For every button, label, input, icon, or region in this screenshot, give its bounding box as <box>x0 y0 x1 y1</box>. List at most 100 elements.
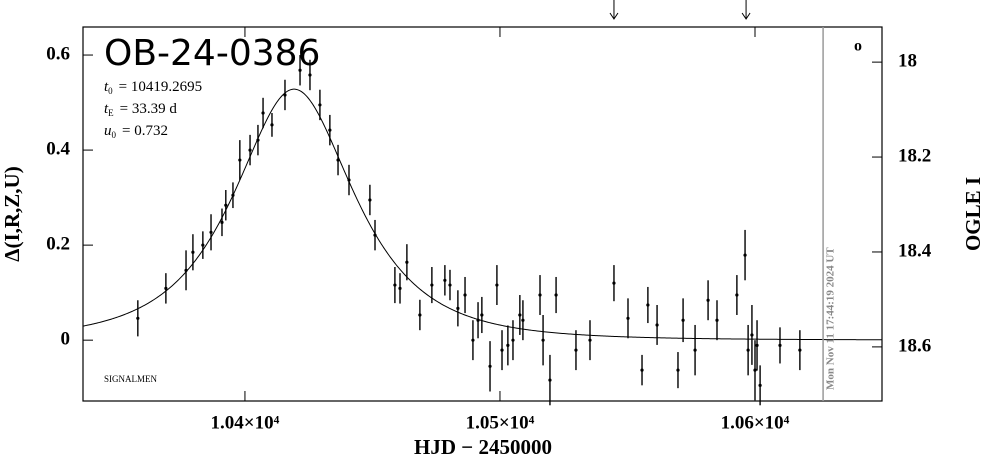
x-tick-label: 1.04×10⁴ <box>211 412 280 433</box>
y2-tick-label: 18 <box>898 50 917 71</box>
data-point <box>224 203 228 207</box>
data-point <box>298 68 302 72</box>
y-axis-label: Δ(I,R,Z,U) <box>0 166 24 261</box>
data-point <box>336 158 340 162</box>
data-point <box>798 348 802 352</box>
data-point <box>308 73 312 77</box>
data-point <box>753 368 757 372</box>
arrow-marker <box>609 0 619 20</box>
param-symbol: t <box>104 79 109 95</box>
param-subscript: 0 <box>108 86 113 96</box>
data-point <box>443 278 447 282</box>
data-point <box>495 283 499 287</box>
param-value: = 10419.2695 <box>119 79 202 95</box>
data-point <box>191 250 195 254</box>
data-point <box>283 93 287 97</box>
data-point <box>201 243 205 247</box>
data-point <box>463 293 467 297</box>
data-point <box>471 338 475 342</box>
param-label: tE = 33.39 d <box>104 101 177 118</box>
y2-tick-label: 18.2 <box>898 145 931 166</box>
data-point <box>184 268 188 272</box>
data-point <box>398 286 402 290</box>
data-point <box>715 318 719 322</box>
data-point <box>476 318 480 322</box>
param-value: = 33.39 d <box>120 101 178 117</box>
data-point <box>746 348 750 352</box>
data-point <box>430 283 434 287</box>
arrow-head <box>741 12 751 20</box>
data-point <box>270 123 274 127</box>
data-point <box>693 348 697 352</box>
data-point <box>554 293 558 297</box>
y2-tick-label: 18.4 <box>898 240 932 261</box>
param-label: t0 = 10419.2695 <box>104 79 202 96</box>
x-tick-label: 1.05×10⁴ <box>466 412 535 433</box>
data-point <box>418 313 422 317</box>
data-point <box>588 338 592 342</box>
data-point <box>231 193 235 197</box>
data-point <box>405 260 409 264</box>
y2-tick-label: 18.6 <box>898 335 931 356</box>
corner-mark: o <box>854 38 862 55</box>
data-point <box>220 220 224 224</box>
data-point <box>750 333 754 337</box>
data-point <box>681 318 685 322</box>
y-tick-label: 0 <box>61 329 71 350</box>
plot-frame <box>82 26 883 402</box>
data-point <box>238 158 242 162</box>
data-point <box>640 368 644 372</box>
data-point <box>456 306 460 310</box>
param-symbol: t <box>104 101 109 117</box>
param-label: u0 = 0.732 <box>104 123 168 140</box>
arrow-marker <box>741 0 751 20</box>
data-point <box>676 368 680 372</box>
data-point <box>393 283 397 287</box>
data-point <box>136 316 140 320</box>
data-point <box>574 348 578 352</box>
data-point <box>248 148 252 152</box>
data-point <box>347 178 351 182</box>
data-point <box>518 313 522 317</box>
data-point <box>743 253 747 257</box>
data-point <box>758 383 762 387</box>
arrow-head <box>609 12 619 20</box>
param-subscript: 0 <box>112 130 117 140</box>
data-point <box>480 313 484 317</box>
data-point <box>655 323 659 327</box>
chart-title: OB-24-0386 <box>104 33 320 74</box>
data-point <box>209 230 213 234</box>
data-point <box>735 293 739 297</box>
data-point <box>373 233 377 237</box>
data-point <box>368 198 372 202</box>
data-point <box>256 138 260 142</box>
data-point <box>626 316 630 320</box>
data-point <box>328 128 332 132</box>
data-point <box>538 293 542 297</box>
x-tick-label: 1.06×10⁴ <box>721 412 790 433</box>
data-point <box>778 343 782 347</box>
param-symbol: u <box>104 123 112 139</box>
data-point <box>500 348 504 352</box>
x-axis-label: HJD − 2450000 <box>414 435 552 459</box>
data-point <box>612 281 616 285</box>
y-tick-label: 0.6 <box>46 43 70 64</box>
data-point <box>511 338 515 342</box>
y-tick-label: 0.2 <box>46 233 70 254</box>
data-point <box>521 318 525 322</box>
data-point <box>488 364 492 368</box>
y-tick-label: 0.4 <box>46 138 70 159</box>
data-point <box>706 298 710 302</box>
param-subscript: E <box>108 108 114 118</box>
data-point <box>541 338 545 342</box>
data-point <box>646 303 650 307</box>
data-point <box>755 343 759 347</box>
data-point <box>164 286 168 290</box>
data-point <box>261 111 265 115</box>
date-label: Mon Nov 11 17:44:19 2024 UT <box>825 247 837 390</box>
data-point <box>506 343 510 347</box>
annotation: SIGNALMEN <box>104 374 157 384</box>
data-point <box>448 283 452 287</box>
data-point <box>548 378 552 382</box>
